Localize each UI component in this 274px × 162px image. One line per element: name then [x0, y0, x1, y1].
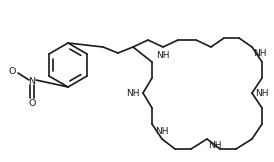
Text: NH: NH — [208, 141, 222, 150]
Text: O: O — [8, 66, 16, 75]
Text: NH: NH — [155, 127, 169, 135]
Text: NH: NH — [126, 88, 140, 98]
Text: NH: NH — [253, 50, 267, 58]
Text: O: O — [28, 99, 36, 109]
Text: NH: NH — [255, 88, 269, 98]
Text: NH: NH — [156, 51, 170, 59]
Text: N: N — [28, 77, 36, 87]
